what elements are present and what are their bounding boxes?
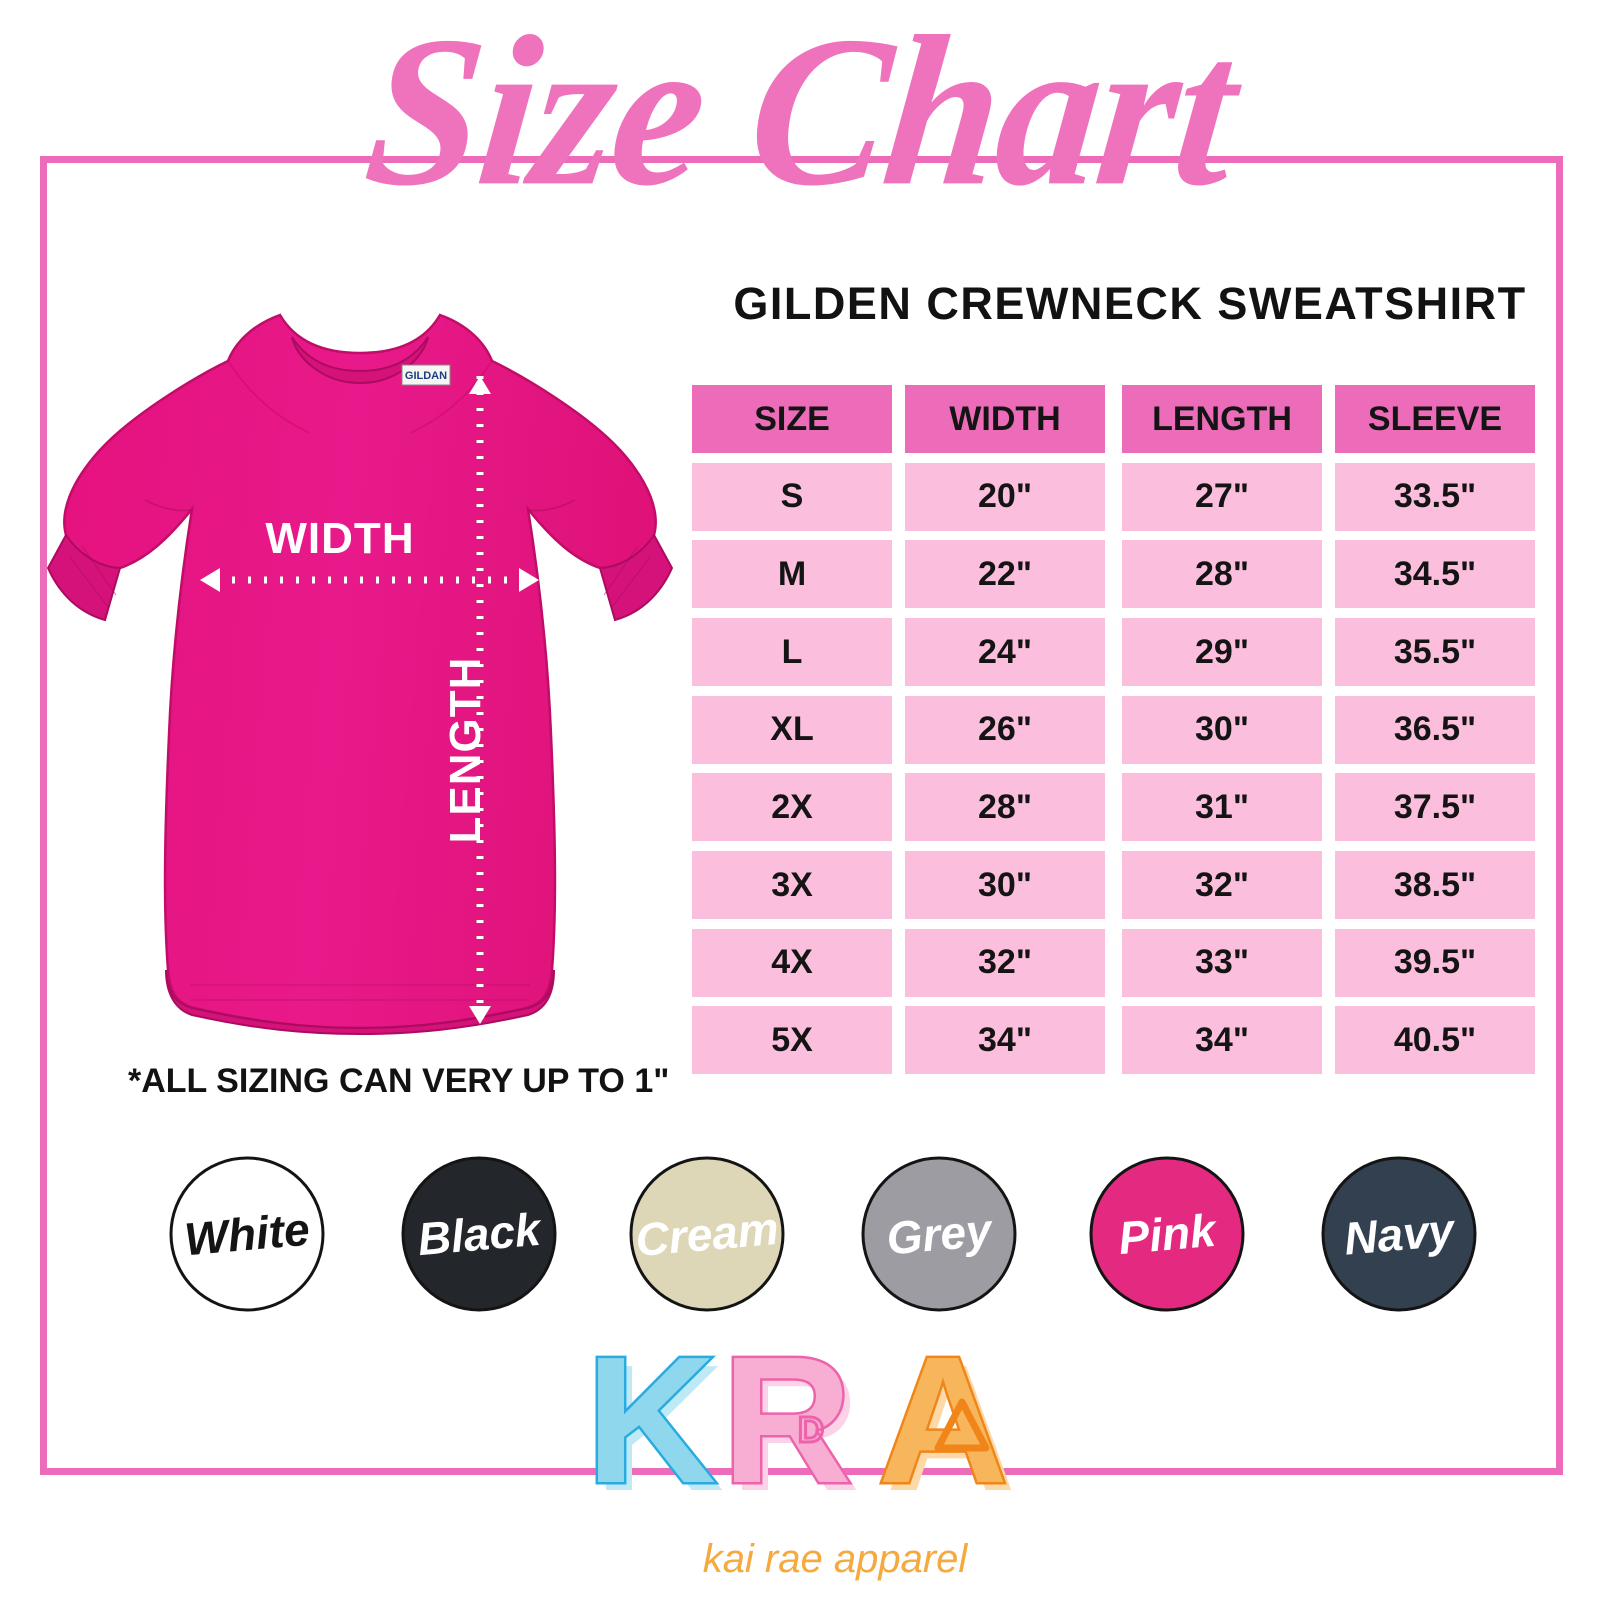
svg-text:R: R	[722, 1330, 849, 1521]
svg-text:K: K	[586, 1330, 715, 1521]
svg-text:kai rae apparel: kai rae apparel	[703, 1537, 969, 1581]
svg-text:D: D	[798, 1409, 824, 1450]
svg-text:A: A	[878, 1330, 1004, 1521]
